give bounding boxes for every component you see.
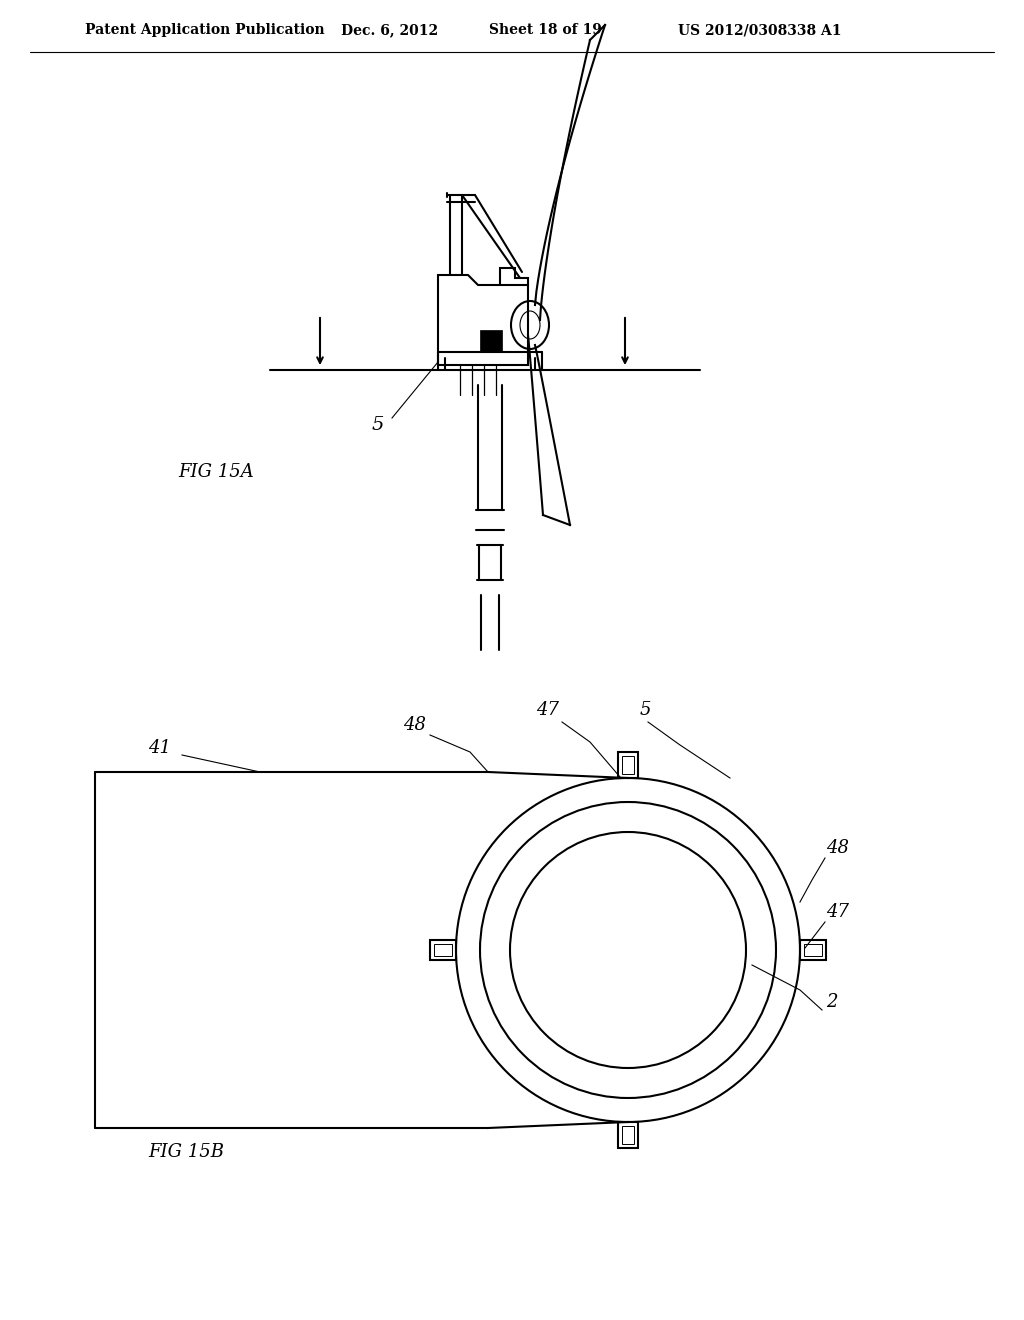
Text: FIG 15A: FIG 15A <box>178 463 254 480</box>
Text: FIG 15B: FIG 15B <box>148 1143 224 1162</box>
Text: 47: 47 <box>826 903 850 921</box>
Text: 41: 41 <box>148 739 171 756</box>
Text: 2: 2 <box>826 993 838 1011</box>
Text: Patent Application Publication: Patent Application Publication <box>85 22 325 37</box>
Text: 48: 48 <box>826 840 850 857</box>
Text: 5: 5 <box>372 416 384 434</box>
Text: 47: 47 <box>537 701 559 719</box>
Text: Sheet 18 of 19: Sheet 18 of 19 <box>488 22 601 37</box>
Text: 48: 48 <box>403 715 427 734</box>
Text: US 2012/0308338 A1: US 2012/0308338 A1 <box>678 22 842 37</box>
Bar <box>480 330 502 352</box>
Text: 5: 5 <box>640 701 651 719</box>
Text: Dec. 6, 2012: Dec. 6, 2012 <box>341 22 438 37</box>
